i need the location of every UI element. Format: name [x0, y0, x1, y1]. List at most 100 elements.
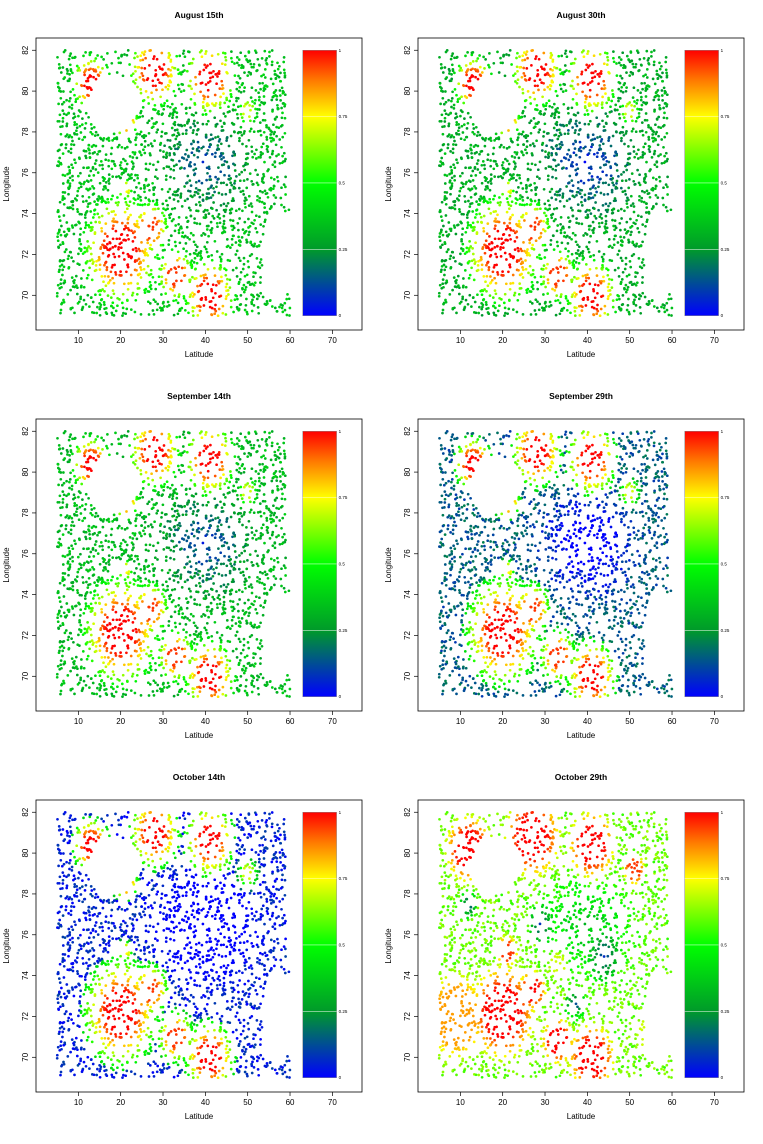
data-point: [209, 300, 213, 303]
data-point: [189, 293, 192, 297]
data-point: [444, 77, 448, 81]
data-point: [76, 207, 79, 211]
data-point: [273, 165, 277, 169]
data-point: [199, 82, 203, 85]
data-point: [192, 251, 196, 255]
data-point: [79, 171, 82, 175]
data-point: [188, 237, 191, 241]
data-point: [542, 135, 545, 138]
data-point: [89, 252, 93, 256]
data-point: [209, 133, 213, 137]
data-point: [222, 214, 226, 218]
data-point: [176, 258, 179, 262]
data-point: [160, 187, 164, 191]
data-point: [448, 179, 452, 182]
data-point: [641, 240, 644, 244]
data-point: [112, 292, 116, 296]
data-point: [475, 212, 478, 216]
data-point: [522, 143, 526, 146]
data-point: [438, 85, 442, 89]
data-point: [528, 203, 532, 207]
data-point: [591, 71, 595, 75]
data-point: [544, 300, 547, 304]
data-point: [596, 73, 600, 76]
data-point: [563, 231, 567, 234]
data-point: [493, 227, 497, 230]
data-point: [604, 227, 607, 230]
data-point: [130, 229, 133, 233]
data-point: [93, 134, 97, 137]
data-point: [114, 213, 117, 217]
data-point: [663, 154, 666, 158]
data-point: [59, 233, 63, 237]
data-point: [593, 75, 597, 79]
data-point: [287, 208, 291, 212]
data-point: [182, 296, 186, 300]
data-point: [111, 237, 115, 241]
data-point: [183, 124, 187, 127]
data-point: [141, 219, 144, 222]
data-point: [85, 166, 89, 170]
data-point: [603, 152, 607, 155]
data-point: [164, 262, 167, 266]
data-point: [463, 138, 466, 142]
data-point: [282, 56, 286, 59]
data-point: [261, 142, 265, 146]
data-point: [123, 258, 126, 261]
data-point: [107, 173, 111, 176]
data-point: [622, 63, 626, 67]
data-point: [228, 190, 232, 194]
data-point: [243, 163, 247, 167]
data-point: [580, 195, 584, 199]
data-point: [266, 531, 270, 534]
data-point: [102, 300, 106, 304]
data-point: [68, 171, 72, 174]
data-point: [455, 311, 458, 315]
data-point: [155, 130, 159, 134]
data-point: [149, 287, 153, 291]
data-point: [142, 148, 145, 152]
data-point: [504, 171, 507, 174]
data-point: [127, 204, 131, 208]
data-point: [117, 56, 120, 60]
data-point: [584, 68, 588, 72]
data-point: [568, 220, 571, 224]
data-point: [669, 297, 673, 301]
data-point: [542, 275, 546, 279]
data-point: [574, 122, 577, 126]
data-point: [467, 276, 471, 280]
data-point: [567, 259, 571, 263]
data-point: [518, 55, 521, 58]
data-point: [543, 211, 546, 215]
data-point: [587, 178, 590, 182]
data-point: [248, 230, 251, 234]
data-point: [214, 102, 218, 105]
data-point: [160, 219, 163, 223]
data-point: [494, 210, 498, 213]
data-point: [185, 249, 188, 253]
data-point: [469, 68, 473, 72]
data-point: [441, 132, 445, 136]
data-point: [104, 222, 108, 225]
data-point: [457, 198, 461, 202]
data-point: [483, 167, 487, 171]
data-point: [201, 122, 205, 126]
data-point: [89, 210, 93, 213]
data-point: [609, 174, 613, 178]
data-point: [145, 251, 148, 255]
data-point: [554, 198, 558, 201]
data-point: [495, 263, 498, 267]
data-point: [569, 62, 573, 66]
data-point: [488, 235, 491, 238]
data-point: [444, 112, 448, 116]
data-point: [660, 138, 664, 141]
data-point: [242, 256, 246, 260]
data-point: [91, 262, 95, 265]
data-point: [168, 53, 172, 57]
data-point: [71, 56, 74, 60]
data-point: [474, 311, 478, 315]
data-point: [587, 250, 591, 254]
data-point: [221, 83, 224, 87]
data-point: [576, 249, 580, 252]
data-point: [629, 233, 632, 237]
